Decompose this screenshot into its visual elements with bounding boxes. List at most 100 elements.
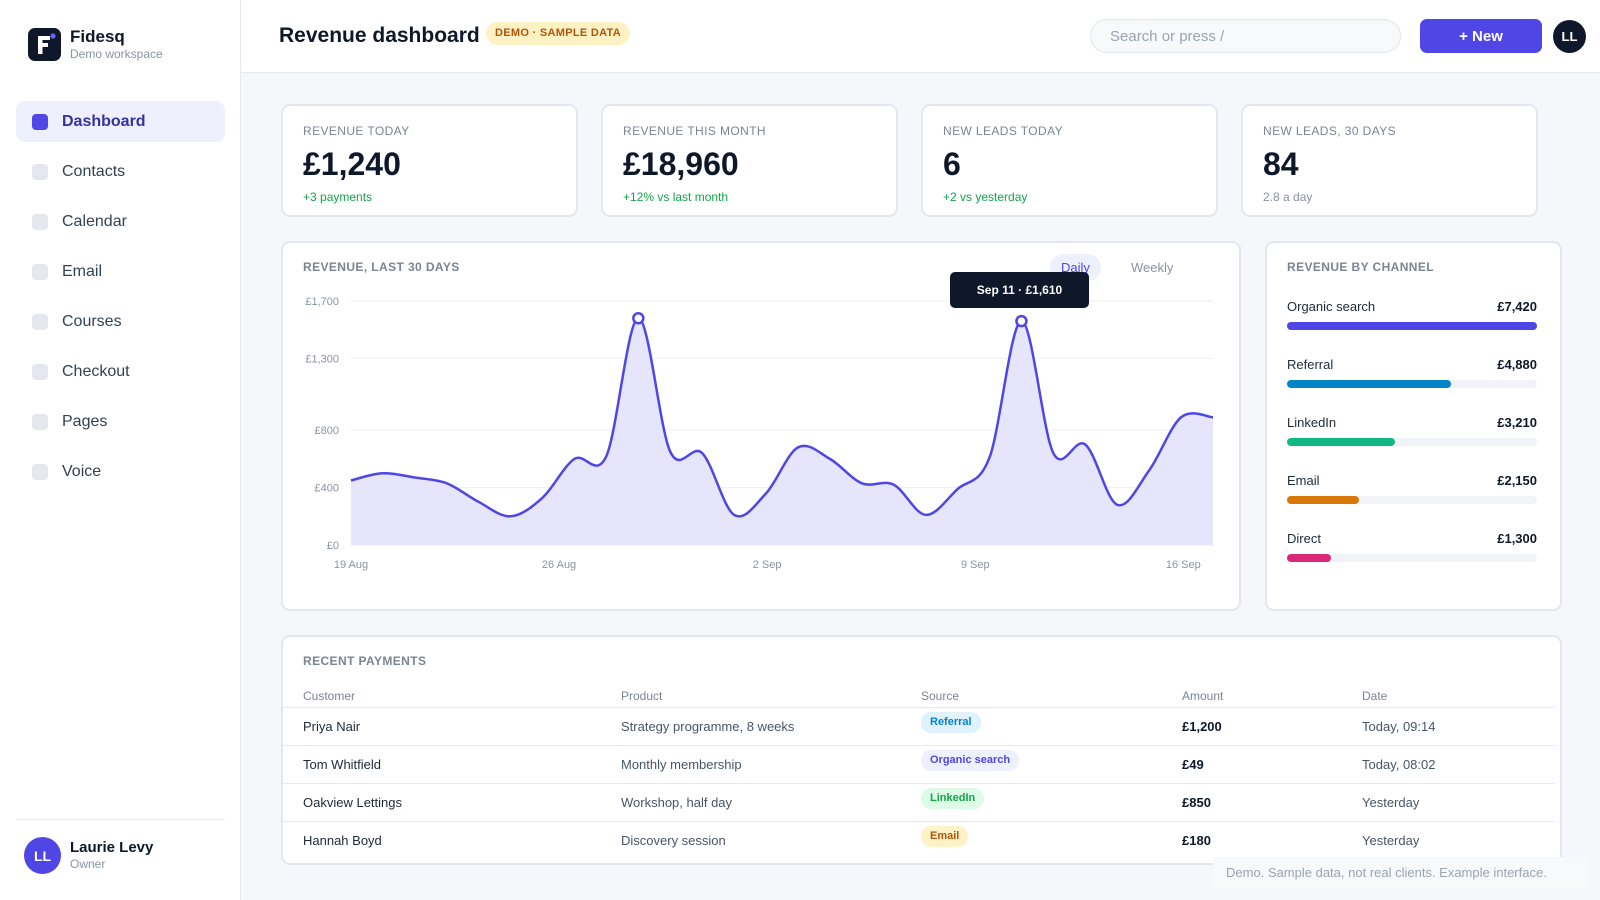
brand-name: Fidesq bbox=[70, 27, 125, 46]
cell-date: Today, 09:14 bbox=[1362, 719, 1436, 734]
courses-icon bbox=[32, 313, 48, 330]
channel-bar-track bbox=[1287, 496, 1537, 504]
stat-label: NEW LEADS, 30 DAYS bbox=[1263, 124, 1397, 138]
payments-title: RECENT PAYMENTS bbox=[303, 654, 427, 668]
sidebar-item-label: Email bbox=[62, 262, 103, 280]
y-tick-label: £400 bbox=[315, 483, 339, 495]
cell-customer: Priya Nair bbox=[303, 719, 361, 734]
cell-customer: Hannah Boyd bbox=[303, 833, 382, 848]
channel-bar bbox=[1287, 322, 1537, 330]
x-tick-label: 19 Aug bbox=[334, 559, 368, 571]
column-header-customer[interactable]: Customer bbox=[303, 689, 356, 703]
sidebar-item-label: Calendar bbox=[62, 212, 127, 230]
brand[interactable]: Fidesq Demo workspace bbox=[28, 27, 163, 61]
sidebar-item-email[interactable]: Email bbox=[16, 251, 225, 292]
channel-bar-track bbox=[1287, 438, 1537, 446]
stat-delta: +12% vs last month bbox=[623, 190, 729, 204]
cell-customer: Oakview Lettings bbox=[303, 795, 402, 810]
cell-product: Strategy programme, 8 weeks bbox=[621, 719, 795, 734]
table-row[interactable]: Tom Whitfield Monthly membership Organic… bbox=[283, 745, 1555, 783]
sidebar-item-label: Checkout bbox=[62, 362, 130, 380]
user-profile[interactable]: LL Laurie Levy Owner bbox=[24, 837, 153, 874]
sidebar-item-voice[interactable]: Voice bbox=[16, 451, 225, 492]
table-row[interactable]: Hannah Boyd Discovery session Email £180… bbox=[283, 821, 1555, 859]
sidebar-item-contacts[interactable]: Contacts bbox=[16, 151, 225, 192]
sidebar-item-label: Dashboard bbox=[62, 112, 146, 130]
x-tick-label: 9 Sep bbox=[961, 559, 990, 571]
sidebar-item-pages[interactable]: Pages bbox=[16, 401, 225, 442]
user-role: Owner bbox=[70, 857, 106, 871]
channel-name: LinkedIn bbox=[1287, 415, 1337, 430]
cell-product: Monthly membership bbox=[621, 757, 742, 772]
channel-value: £7,420 bbox=[1497, 299, 1537, 314]
stat-label: REVENUE THIS MONTH bbox=[623, 124, 766, 138]
stat-value: £18,960 bbox=[623, 146, 739, 182]
toggle-weekly[interactable]: Weekly bbox=[1131, 260, 1174, 275]
sidebar: Fidesq Demo workspace Dashboard Contacts… bbox=[0, 0, 241, 900]
cell-amount: £850 bbox=[1182, 795, 1211, 810]
user-name: Laurie Levy bbox=[70, 839, 154, 856]
sidebar-item-label: Pages bbox=[62, 412, 108, 430]
channel-name: Direct bbox=[1287, 531, 1321, 546]
revenue-by-channel-card: REVENUE BY CHANNEL Organic search £7,420… bbox=[1265, 241, 1562, 611]
table-row[interactable]: Oakview Lettings Workshop, half day Link… bbox=[283, 783, 1555, 821]
sidebar-item-dashboard[interactable]: Dashboard bbox=[16, 101, 225, 142]
channel-value: £1,300 bbox=[1497, 531, 1537, 546]
y-tick-label: £800 bbox=[315, 425, 339, 437]
stat-label: REVENUE TODAY bbox=[303, 124, 410, 138]
source-badge: Referral bbox=[921, 712, 981, 733]
x-tick-label: 26 Aug bbox=[542, 559, 576, 571]
workspace-name: Demo workspace bbox=[70, 47, 163, 61]
search-input[interactable] bbox=[1090, 19, 1401, 53]
stat-value: 6 bbox=[943, 146, 961, 182]
stat-label: NEW LEADS TODAY bbox=[943, 124, 1064, 138]
cell-amount: £1,200 bbox=[1182, 719, 1222, 734]
channel-name: Referral bbox=[1287, 357, 1334, 372]
channel-name: Organic search bbox=[1287, 299, 1376, 314]
channel-bar bbox=[1287, 554, 1331, 562]
stat-card-leads-today: NEW LEADS TODAY 6 +2 vs yesterday bbox=[921, 104, 1218, 217]
avatar[interactable]: LL bbox=[1553, 20, 1586, 53]
contacts-icon bbox=[32, 163, 48, 180]
table-row[interactable]: Priya Nair Strategy programme, 8 weeks R… bbox=[283, 707, 1555, 745]
cell-amount: £49 bbox=[1182, 757, 1204, 772]
checkout-icon bbox=[32, 363, 48, 380]
column-header-amount[interactable]: Amount bbox=[1182, 689, 1224, 703]
cell-date: Yesterday bbox=[1362, 833, 1420, 848]
y-tick-label: £1,300 bbox=[305, 353, 339, 365]
column-header-product[interactable]: Product bbox=[621, 689, 663, 703]
revenue-chart: £0 £400 £800 £1,300 £1,700 19 Aug 26 Aug 2 Sep 9… bbox=[305, 296, 1214, 571]
y-tick-label: £1,700 bbox=[305, 296, 339, 308]
column-header-date[interactable]: Date bbox=[1362, 689, 1388, 703]
voice-icon bbox=[32, 463, 48, 480]
highlight-point bbox=[1015, 314, 1028, 328]
channel-bar bbox=[1287, 380, 1452, 388]
stat-card-revenue-month: REVENUE THIS MONTH £18,960 +12% vs last … bbox=[601, 104, 898, 217]
sidebar-nav: Dashboard Contacts Calendar Email Course… bbox=[16, 101, 225, 501]
cell-amount: £180 bbox=[1182, 833, 1211, 848]
sidebar-item-label: Courses bbox=[62, 312, 122, 330]
sidebar-item-calendar[interactable]: Calendar bbox=[16, 201, 225, 242]
cell-date: Today, 08:02 bbox=[1362, 757, 1436, 772]
sidebar-divider bbox=[16, 819, 225, 820]
sidebar-item-checkout[interactable]: Checkout bbox=[16, 351, 225, 392]
channel-bar-track bbox=[1287, 554, 1537, 562]
stat-value: 84 bbox=[1263, 146, 1299, 182]
channel-bar-track bbox=[1287, 380, 1537, 388]
series-line bbox=[350, 316, 1214, 518]
source-badge: Email bbox=[921, 826, 969, 847]
channel-title: REVENUE BY CHANNEL bbox=[1287, 260, 1434, 274]
channel-bar bbox=[1287, 496, 1360, 504]
topbar: Revenue dashboard DEMO · SAMPLE DATA + N… bbox=[241, 0, 1600, 73]
page-title: Revenue dashboard bbox=[279, 24, 480, 47]
dashboard-icon bbox=[32, 113, 48, 130]
new-button[interactable]: + New bbox=[1420, 19, 1542, 53]
channel-value: £2,150 bbox=[1497, 473, 1537, 488]
stat-delta: +3 payments bbox=[303, 190, 373, 204]
column-header-source[interactable]: Source bbox=[921, 689, 960, 703]
sidebar-item-label: Contacts bbox=[62, 162, 126, 180]
sidebar-item-courses[interactable]: Courses bbox=[16, 301, 225, 342]
channel-bar-track bbox=[1287, 322, 1537, 330]
chart-tooltip: Sep 11 · £1,610 bbox=[950, 272, 1089, 308]
highlight-point bbox=[632, 311, 645, 325]
